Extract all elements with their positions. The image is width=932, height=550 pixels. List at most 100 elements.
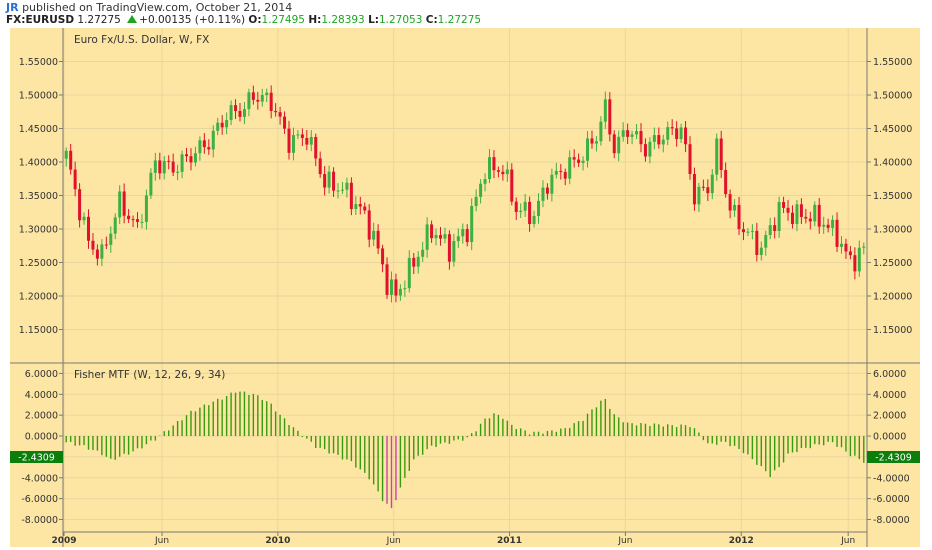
candle-body (336, 190, 340, 192)
candle-body (666, 127, 670, 140)
candle-body (153, 160, 157, 173)
candle-body (358, 204, 362, 207)
candle-body (532, 215, 536, 225)
candle-body (710, 174, 714, 194)
candle-body (140, 221, 144, 223)
candle-body (381, 248, 385, 265)
candle-body (158, 160, 162, 174)
candle-body (149, 172, 153, 196)
candle-body (225, 120, 229, 128)
candle-body (82, 216, 86, 221)
candle-body (545, 187, 549, 194)
candle-body (652, 135, 656, 142)
candle-body (479, 183, 483, 197)
candle-body (278, 112, 282, 117)
candle-body (701, 186, 705, 188)
candle-body (176, 171, 180, 173)
candle-body (577, 159, 581, 163)
candle-body (733, 204, 737, 211)
candle-body (349, 182, 353, 209)
candle-body (523, 201, 527, 211)
candle-body (831, 219, 835, 228)
candle-body (323, 174, 327, 188)
price-tick-label-right: 1.45000 (873, 124, 912, 135)
candle-body (113, 217, 117, 234)
candle-body (510, 169, 514, 202)
candle-body (857, 247, 861, 272)
candle-body (91, 240, 95, 250)
candle-body (456, 236, 460, 242)
candle-body (786, 207, 790, 213)
candle-body (675, 128, 679, 140)
time-tick-label: Jun (154, 536, 169, 546)
candle-body (167, 160, 171, 162)
publisher-name[interactable]: JR (6, 1, 19, 14)
candle-body (283, 116, 287, 129)
candle-body (171, 161, 175, 173)
candle-body (274, 110, 278, 113)
candle-body (118, 191, 122, 218)
up-triangle-icon (127, 15, 138, 23)
price-axes: 1.15000 1.15000 1.20000 1.20000 1.25000 1.250… (19, 57, 913, 336)
candle-body (746, 231, 750, 233)
time-tick-label: 2011 (497, 536, 522, 546)
candle-body (737, 204, 741, 230)
candle-body (367, 210, 371, 240)
candle-body (394, 279, 398, 296)
indicator-tick-label-left: -4.0000 (21, 473, 58, 484)
candle-body (100, 244, 104, 259)
candle-body (452, 241, 456, 262)
candle-body (385, 264, 389, 295)
candle-body (603, 99, 607, 122)
candle-body (759, 247, 763, 255)
candle-body (617, 136, 621, 154)
candle-body (247, 92, 251, 110)
indicator-bars (65, 391, 865, 509)
candle-body (679, 127, 683, 140)
candle-body (104, 244, 108, 246)
price-tick-label-left: 1.55000 (19, 57, 58, 68)
candle-body (826, 224, 830, 228)
candle-body (692, 174, 696, 205)
candle-body (69, 150, 73, 170)
indicator-tick-label-left: 2.0000 (25, 411, 58, 422)
price-tick-label-right: 1.55000 (873, 57, 912, 68)
candle-body (741, 229, 745, 233)
time-tick-label: Jun (840, 536, 855, 546)
candle-body (193, 153, 197, 163)
candle-body (131, 219, 135, 221)
candle-body (581, 160, 585, 163)
candle-body (537, 200, 541, 216)
candle-body (848, 251, 852, 256)
candle-body (488, 157, 492, 180)
close-value: 1.27275 (437, 14, 482, 26)
candle-body (327, 171, 331, 188)
candle-body (64, 150, 68, 159)
candle-body (764, 234, 768, 248)
candle-body (697, 186, 701, 205)
candle-body (750, 230, 754, 232)
price-tick-label-left: 1.45000 (19, 124, 58, 135)
time-tick-label: 2012 (729, 536, 754, 546)
candle-body (853, 255, 857, 272)
low-value: 1.27053 (378, 14, 423, 26)
right-last-value-badge: -2.4309 (867, 451, 920, 464)
candle-body (269, 92, 273, 111)
candle-body (314, 137, 318, 159)
candle-body (773, 225, 777, 231)
price-tick-label-right: 1.30000 (873, 225, 912, 236)
candle-body (474, 196, 478, 207)
grid-lines (63, 28, 867, 532)
candle-body (528, 201, 532, 225)
candle-body (688, 144, 692, 175)
candle-body (416, 256, 420, 267)
price-tick-label-left: 1.40000 (19, 158, 58, 169)
candle-body (643, 144, 647, 157)
price-tick-label-left: 1.25000 (19, 258, 58, 269)
candle-body (862, 246, 866, 248)
candle-body (189, 156, 193, 163)
candle-body (407, 257, 411, 289)
candle-body (421, 249, 425, 257)
left-badge-value: -2.4309 (18, 453, 55, 464)
